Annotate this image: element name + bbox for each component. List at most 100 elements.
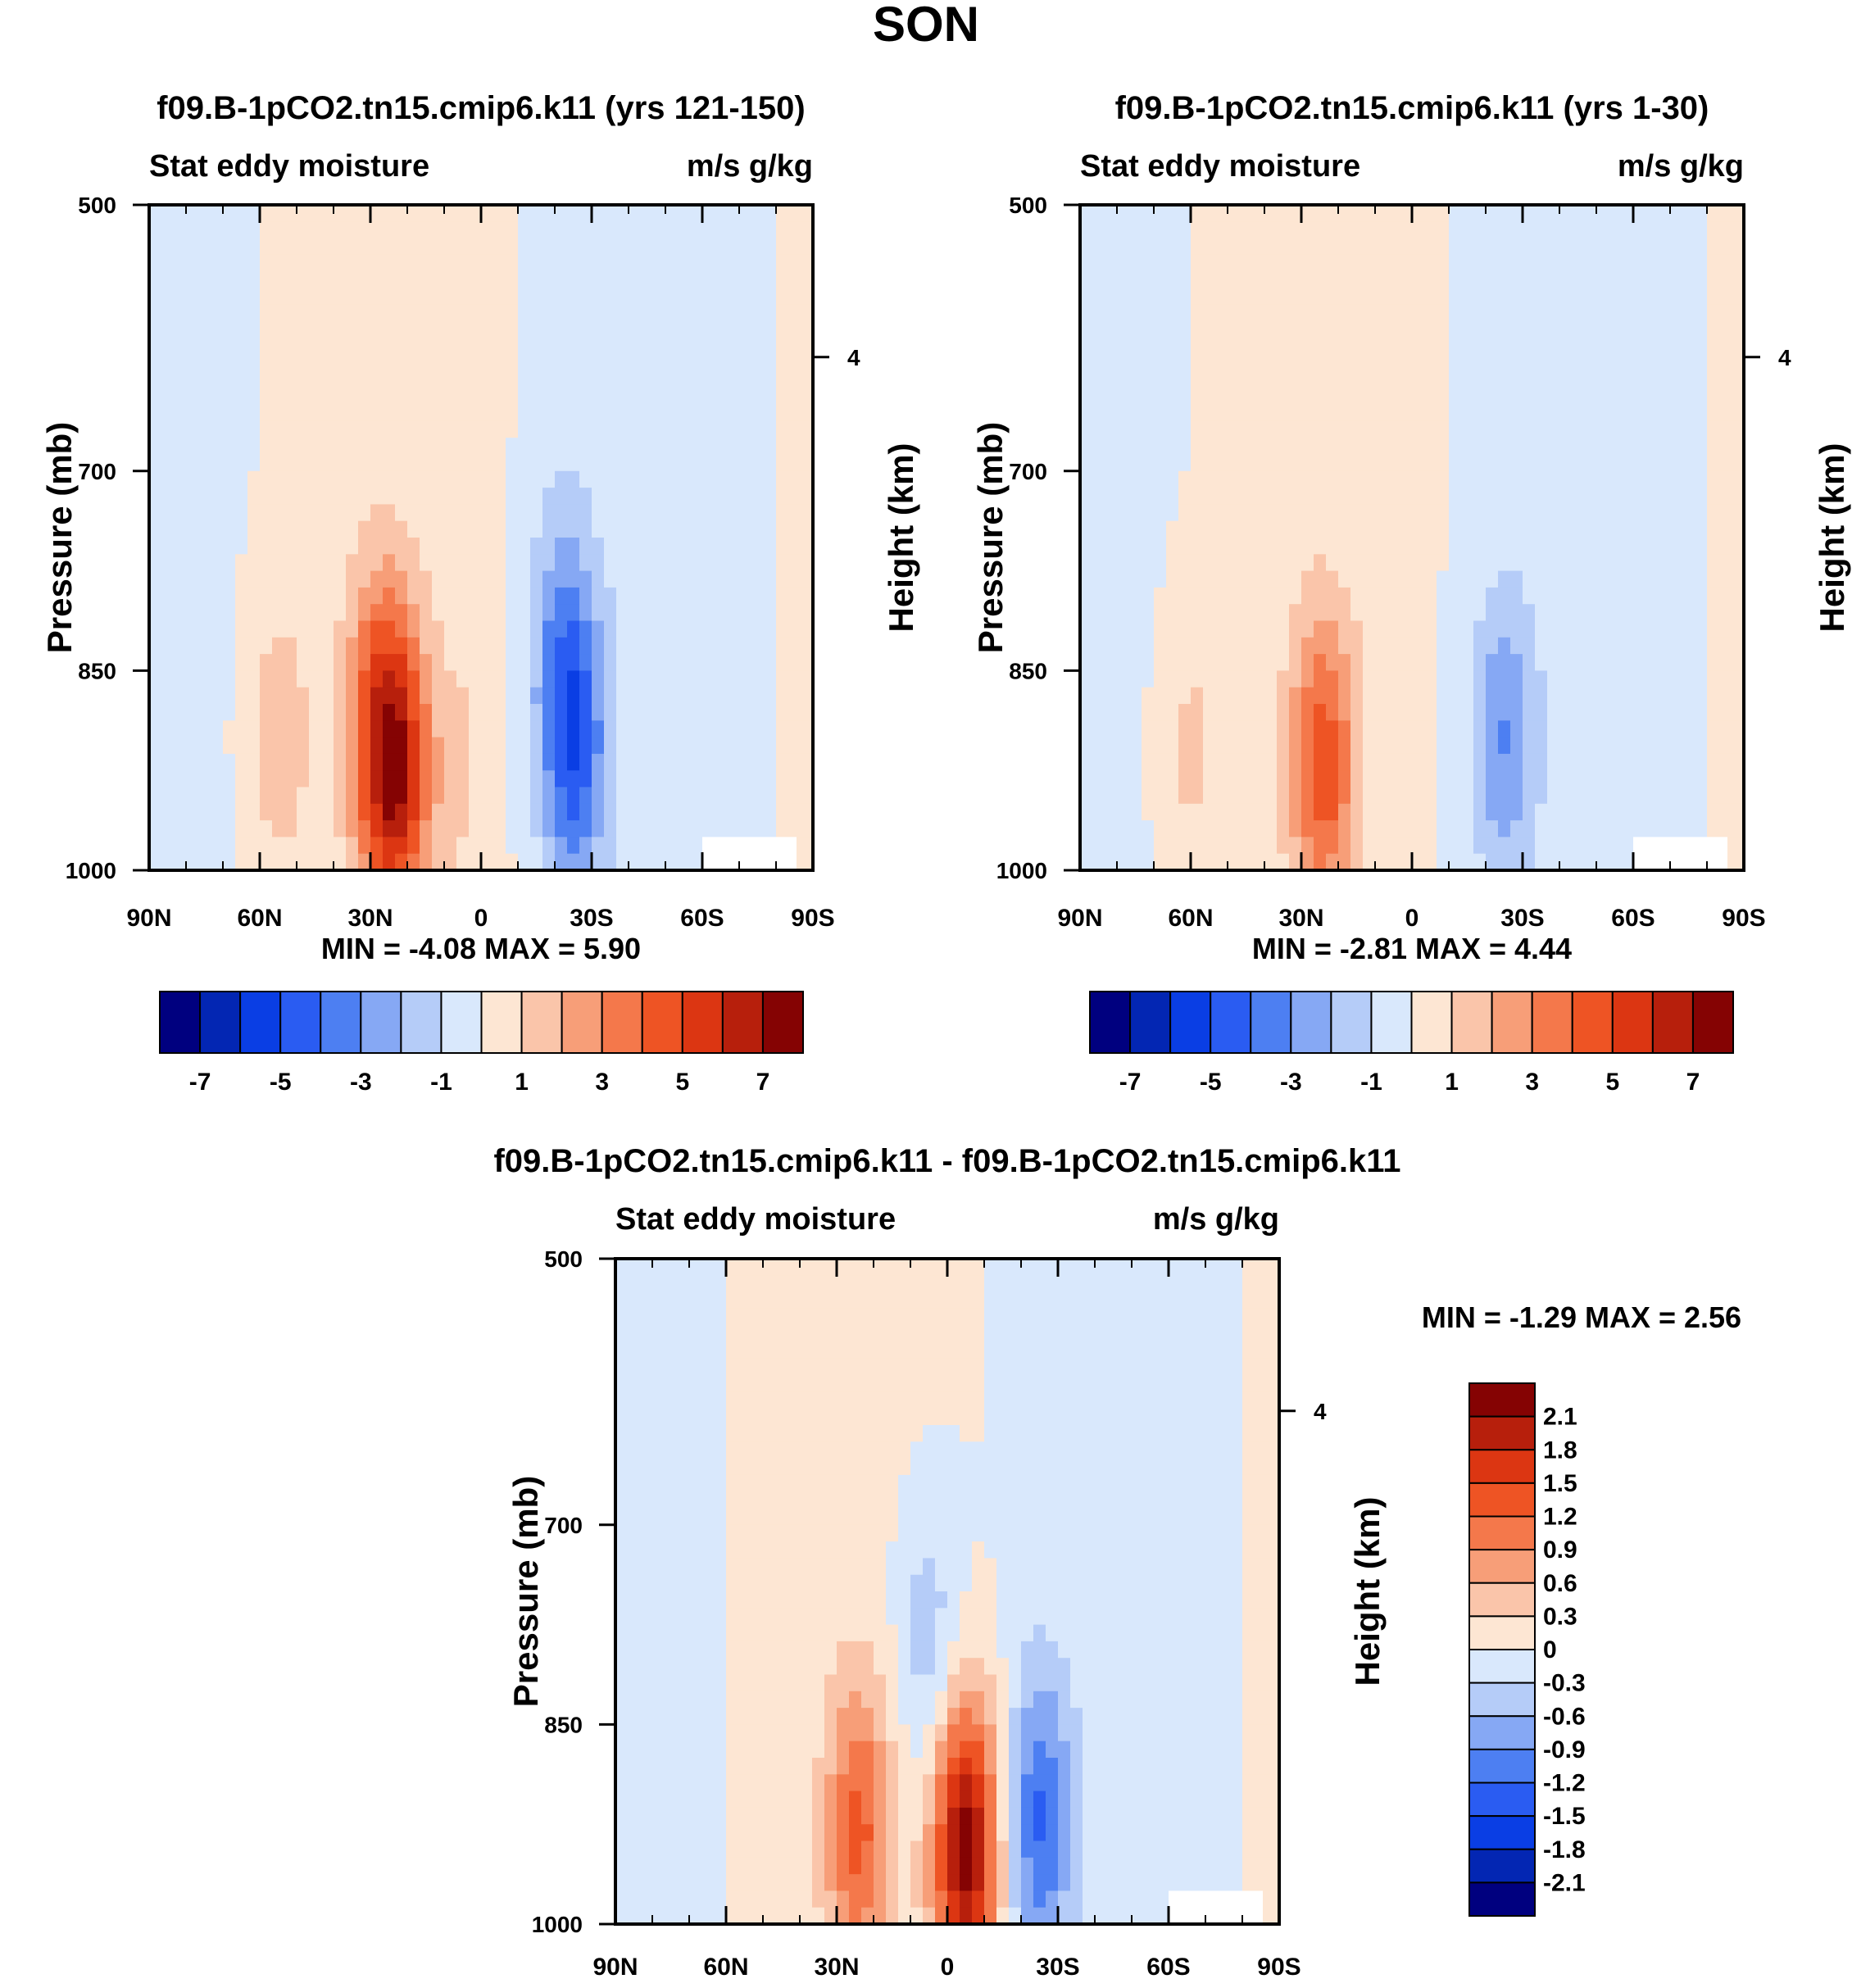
contour-cell bbox=[1240, 654, 1253, 671]
contour-cell bbox=[1670, 338, 1683, 355]
colorbar-label: 7 bbox=[756, 1069, 770, 1096]
contour-cell bbox=[702, 521, 715, 538]
contour-cell bbox=[640, 1741, 653, 1759]
contour-cell bbox=[407, 288, 420, 306]
contour-cell bbox=[788, 704, 801, 721]
contour-cell bbox=[518, 787, 531, 805]
contour-cell bbox=[1105, 205, 1118, 222]
contour-cell bbox=[727, 787, 740, 805]
contour-cell bbox=[726, 1375, 739, 1392]
contour-cell bbox=[1695, 670, 1708, 688]
contour-cell bbox=[223, 255, 236, 272]
contour-cell bbox=[579, 554, 592, 571]
contour-cell bbox=[370, 455, 384, 472]
contour-cell bbox=[604, 804, 617, 821]
contour-cell bbox=[1375, 720, 1388, 738]
contour-cell bbox=[1178, 471, 1192, 488]
contour-cell bbox=[1375, 255, 1388, 272]
contour-cell bbox=[1289, 238, 1302, 256]
contour-cell bbox=[198, 438, 211, 455]
contour-cell bbox=[592, 571, 605, 588]
contour-cell bbox=[1080, 754, 1093, 771]
contour-cell bbox=[702, 804, 715, 821]
contour-cell bbox=[260, 688, 273, 705]
contour-cell bbox=[1129, 355, 1142, 372]
contour-cell bbox=[1719, 438, 1732, 455]
contour-cell bbox=[186, 804, 199, 821]
x-tick-label: 60S bbox=[1611, 905, 1655, 932]
contour-cell bbox=[1449, 221, 1462, 238]
contour-cell bbox=[506, 704, 519, 721]
contour-cell bbox=[751, 804, 765, 821]
contour-cell bbox=[358, 321, 371, 338]
contour-cell bbox=[1080, 288, 1093, 306]
contour-cell bbox=[726, 1275, 739, 1292]
contour-cell bbox=[1424, 271, 1437, 288]
contour-cell bbox=[297, 754, 310, 771]
contour-cell bbox=[1289, 305, 1302, 322]
contour-cell bbox=[1473, 338, 1487, 355]
contour-cell bbox=[689, 1591, 702, 1609]
contour-cell bbox=[469, 305, 482, 322]
contour-cell bbox=[665, 670, 679, 688]
contour-cell bbox=[1326, 271, 1339, 288]
contour-cell bbox=[1375, 421, 1388, 438]
contour-cell bbox=[592, 738, 605, 755]
contour-cell bbox=[1203, 388, 1216, 405]
contour-cell bbox=[506, 588, 519, 605]
contour-cell bbox=[1338, 538, 1351, 555]
contour-cell bbox=[1609, 521, 1622, 538]
contour-cell bbox=[1092, 738, 1105, 755]
contour-cell bbox=[1510, 371, 1523, 388]
contour-cell bbox=[1277, 554, 1290, 571]
contour-cell bbox=[1547, 854, 1560, 871]
contour-cell bbox=[1486, 221, 1499, 238]
contour-cell bbox=[579, 205, 592, 222]
contour-cell bbox=[186, 205, 199, 222]
contour-cell bbox=[665, 305, 679, 322]
contour-cell bbox=[1682, 804, 1695, 821]
contour-cell bbox=[1129, 288, 1142, 306]
contour-cell bbox=[542, 670, 556, 688]
contour-cell bbox=[1596, 754, 1609, 771]
contour-cell bbox=[358, 305, 371, 322]
contour-cell bbox=[198, 305, 211, 322]
contour-cell bbox=[518, 421, 531, 438]
contour-cell bbox=[1707, 338, 1720, 355]
contour-cell bbox=[726, 1591, 739, 1609]
contour-cell bbox=[383, 754, 396, 771]
contour-cell bbox=[701, 1625, 715, 1642]
contour-cell bbox=[1658, 488, 1671, 505]
contour-cell bbox=[235, 720, 248, 738]
contour-cell bbox=[788, 455, 801, 472]
contour-cell bbox=[653, 455, 666, 472]
contour-cell bbox=[456, 238, 470, 256]
contour-cell bbox=[1166, 271, 1179, 288]
contour-cell bbox=[665, 421, 679, 438]
contour-cell bbox=[714, 1890, 727, 1908]
contour-cell bbox=[1166, 471, 1179, 488]
contour-cell bbox=[678, 604, 691, 621]
contour-cell bbox=[1350, 770, 1364, 787]
contour-cell bbox=[1277, 471, 1290, 488]
contour-cell bbox=[640, 1591, 653, 1609]
contour-cell bbox=[690, 754, 703, 771]
contour-cell bbox=[161, 305, 175, 322]
contour-cell bbox=[702, 588, 715, 605]
contour-cell bbox=[506, 720, 519, 738]
contour-cell bbox=[1338, 770, 1351, 787]
contour-cell bbox=[1449, 305, 1462, 322]
contour-cell bbox=[1387, 820, 1400, 837]
contour-cell bbox=[284, 521, 297, 538]
contour-cell bbox=[714, 1541, 727, 1559]
contour-cell bbox=[738, 1342, 751, 1359]
contour-cell bbox=[555, 571, 568, 588]
contour-cell bbox=[1658, 538, 1671, 555]
contour-cell bbox=[358, 238, 371, 256]
contour-cell bbox=[1105, 720, 1118, 738]
contour-cell bbox=[506, 688, 519, 705]
contour-cell bbox=[1609, 338, 1622, 355]
contour-cell bbox=[198, 521, 211, 538]
contour-cell bbox=[1547, 288, 1560, 306]
contour-cell bbox=[665, 621, 679, 638]
